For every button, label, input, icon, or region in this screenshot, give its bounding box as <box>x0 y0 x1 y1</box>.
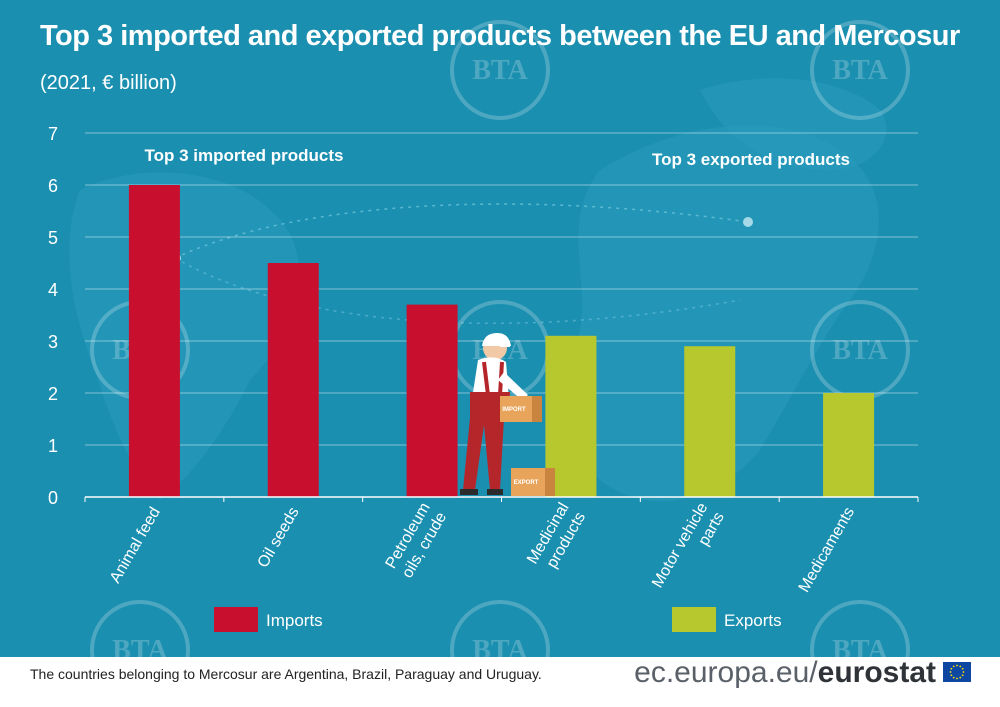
worker-cap <box>482 333 511 346</box>
bar <box>684 346 736 497</box>
watermark-ring <box>810 20 910 120</box>
x-tick-label: Animal feed <box>107 505 164 587</box>
y-axis-ticks: 0 1 2 3 4 5 6 7 <box>48 124 58 508</box>
worker-arm <box>498 372 528 400</box>
import-box: IMPORT <box>500 396 542 422</box>
x-tick-label: Medicinalproducts <box>524 500 589 577</box>
watermark-badge: BTA <box>810 600 910 657</box>
watermark-badge: BTA <box>90 600 190 657</box>
watermark-ring <box>450 600 550 657</box>
worker-shoe <box>460 489 478 495</box>
y-tick-label: 2 <box>48 384 58 404</box>
legend-swatch <box>214 607 258 632</box>
group-labels: Top 3 imported products Top 3 exported pr… <box>145 146 851 169</box>
logo-domain: ec.europa.eu/ <box>634 656 818 689</box>
chart-panel: Top 3 imported and exported products bet… <box>0 0 1000 657</box>
x-tick-label-line: Animal feed <box>107 505 164 587</box>
y-tick-label: 3 <box>48 332 58 352</box>
watermark-text: BTA <box>472 55 528 86</box>
x-tick-label: Motor vehicleparts <box>649 500 728 600</box>
y-tick-label: 4 <box>48 280 58 300</box>
watermark-text: BTA <box>832 635 888 657</box>
flag-star <box>956 664 958 667</box>
bar <box>406 304 458 497</box>
bars <box>128 185 875 497</box>
map-silhouette <box>69 172 299 500</box>
background-map-decoration <box>69 78 887 502</box>
box-label-import: IMPORT <box>502 407 526 413</box>
watermark-text: BTA <box>112 635 168 657</box>
map-silhouette <box>571 125 879 502</box>
logo-brand: eurostat <box>817 656 936 689</box>
x-tick-label-line: Medicaments <box>796 505 858 596</box>
watermark-badge: BTA <box>810 20 910 120</box>
eurostat-logo[interactable]: ec.europa.eu/eurostat <box>634 656 936 690</box>
legend-label: Imports <box>266 611 323 630</box>
watermark-badge: BTA <box>450 600 550 657</box>
x-tick-label-line: Motor vehicle <box>649 500 711 591</box>
watermark-badge: BTA <box>450 20 550 120</box>
legend-swatch <box>672 607 716 632</box>
watermark-badge: BTA <box>810 300 910 400</box>
chart-subtitle: (2021, € billion) <box>40 72 177 94</box>
flag-star <box>959 676 962 679</box>
eu-flag-icon <box>943 662 971 682</box>
x-axis-ticks: Animal feed Oil seeds Petroleumoils, crude… <box>84 497 919 600</box>
map-silhouette <box>700 78 887 170</box>
watermark-ring <box>810 600 910 657</box>
y-tick-label: 7 <box>48 124 58 144</box>
box-side <box>545 468 555 496</box>
y-tick-label: 5 <box>48 228 58 248</box>
x-tick-label: Medicaments <box>796 505 858 596</box>
watermark-ring <box>450 20 550 120</box>
box-side <box>532 396 542 422</box>
y-tick-label: 1 <box>48 436 58 456</box>
legend: Imports Exports <box>214 607 782 632</box>
flag-star <box>950 667 953 670</box>
footer <box>0 657 1000 707</box>
flag-star <box>962 671 965 673</box>
bar <box>128 185 180 497</box>
chart-title: Top 3 imported and exported products bet… <box>40 20 960 52</box>
flag-star <box>956 677 958 680</box>
y-tick-label: 0 <box>48 488 58 508</box>
worker-legs <box>463 418 504 490</box>
worker-illustration: IMPORT EXPORT <box>460 333 555 496</box>
box-label-export: EXPORT <box>514 480 539 486</box>
flag-star <box>952 665 955 668</box>
export-box: EXPORT <box>511 468 555 496</box>
y-tick-label: 6 <box>48 176 58 196</box>
legend-label: Exports <box>724 611 782 630</box>
flag-star <box>961 667 964 670</box>
watermark-text: BTA <box>832 335 888 366</box>
watermark-text: BTA <box>472 635 528 657</box>
worker-shoe <box>487 489 503 495</box>
legend-item: Exports <box>672 607 782 632</box>
flag-star <box>961 674 964 677</box>
bar <box>823 393 875 497</box>
route-dot <box>743 217 753 227</box>
x-tick-label: Oil seeds <box>255 505 303 571</box>
x-tick-label-line: Oil seeds <box>255 505 303 571</box>
group-label-imports: Top 3 imported products <box>145 146 344 165</box>
group-label-exports: Top 3 exported products <box>652 150 850 169</box>
worker-cap-visor <box>500 343 510 347</box>
legend-item: Imports <box>214 607 323 632</box>
flag-star <box>952 676 955 679</box>
watermark-ring <box>90 600 190 657</box>
watermark-text: BTA <box>832 55 888 86</box>
flag-star <box>959 665 962 668</box>
flag-star <box>950 674 953 677</box>
bar <box>267 263 319 497</box>
footnote: The countries belonging to Mercosur are … <box>30 666 542 682</box>
x-tick-label: Petroleumoils, crude <box>383 500 451 581</box>
flag-star <box>949 671 952 673</box>
